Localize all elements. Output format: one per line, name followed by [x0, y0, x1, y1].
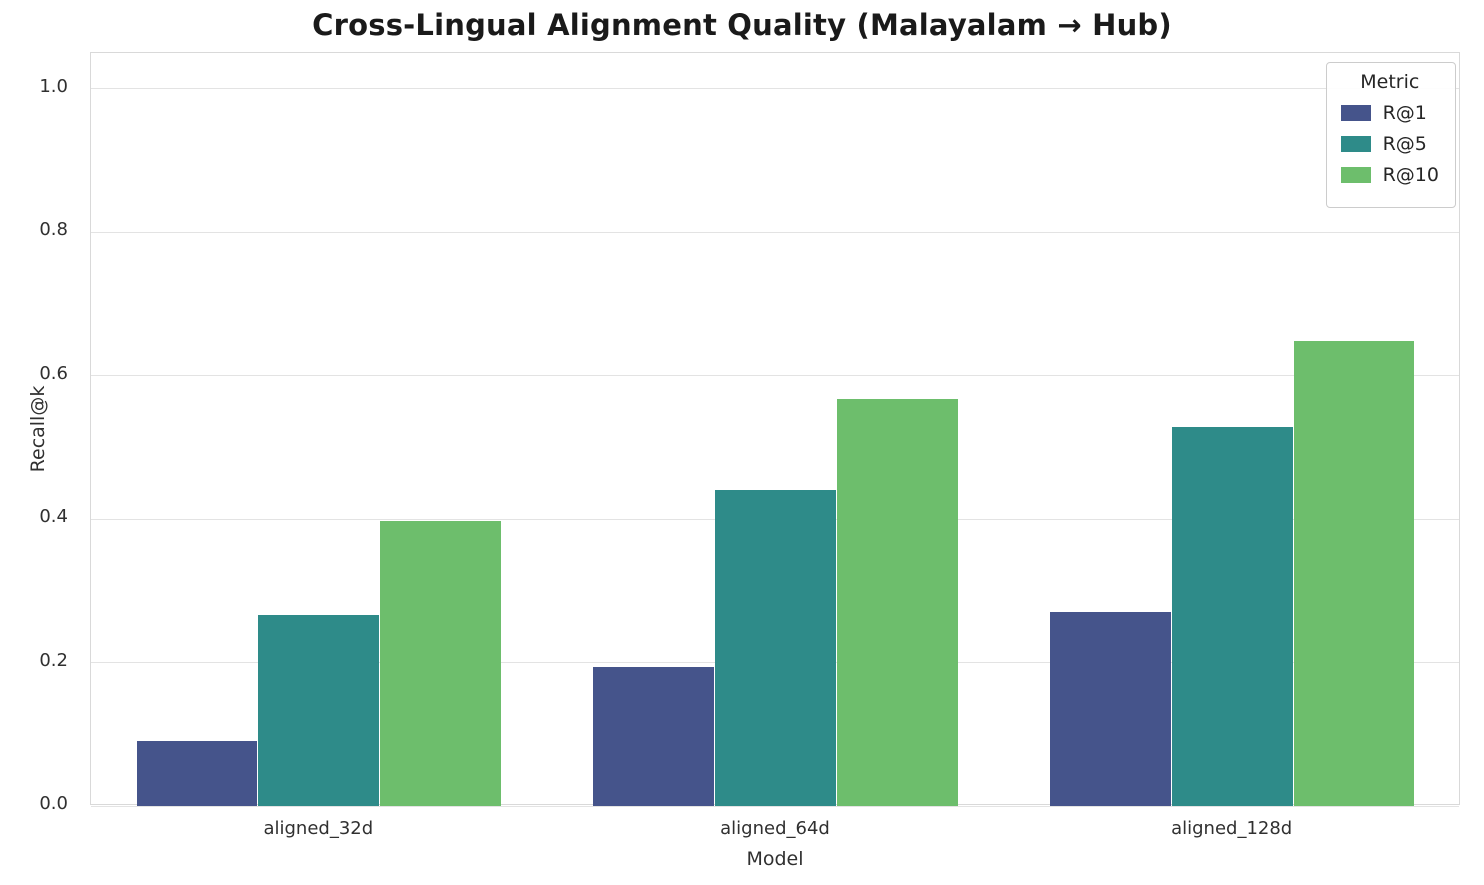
bar-aligned_32d-R@5: [258, 614, 380, 806]
legend-swatch: [1340, 136, 1371, 152]
bar-aligned_32d-R@10: [380, 520, 501, 806]
legend-label: R@5: [1382, 133, 1427, 155]
y-tick-label: 0.0: [39, 793, 68, 814]
legend-label: R@10: [1382, 164, 1439, 186]
y-tick-label: 0.8: [39, 219, 68, 241]
gridline: [91, 231, 1459, 233]
gridline: [91, 805, 1459, 807]
x-axis-label: Model: [746, 848, 804, 870]
x-tick-label: aligned_128d: [1171, 818, 1293, 839]
plot-area: [90, 52, 1460, 807]
bar-aligned_32d-R@1: [136, 740, 258, 806]
x-tick-label: aligned_32d: [263, 818, 374, 839]
legend-label: R@1: [1382, 102, 1427, 124]
bar-aligned_64d-R@1: [593, 666, 715, 806]
y-tick-label: 0.6: [39, 362, 68, 384]
y-tick-label: 0.4: [39, 506, 68, 528]
legend: Metric R@1 R@5 R@10: [1325, 62, 1456, 208]
legend-item-R@1: R@1: [1340, 102, 1439, 124]
legend-items: R@1 R@5 R@10: [1340, 102, 1439, 186]
bar-aligned_128d-R@5: [1171, 426, 1293, 806]
legend-item-R@10: R@10: [1340, 164, 1439, 186]
bar-aligned_128d-R@1: [1050, 611, 1171, 806]
y-axis-label: Recall@k: [27, 385, 49, 473]
x-tick-label: aligned_64d: [720, 818, 830, 839]
gridline: [91, 375, 1459, 377]
chart-title: Cross-Lingual Alignment Quality (Malayal…: [312, 8, 1172, 42]
bar-aligned_128d-R@10: [1293, 341, 1415, 806]
y-tick-label: 1.0: [39, 75, 68, 97]
gridline: [91, 88, 1459, 90]
legend-swatch: [1340, 105, 1371, 121]
bar-aligned_64d-R@10: [836, 399, 958, 806]
legend-item-R@5: R@5: [1340, 133, 1439, 155]
legend-swatch: [1340, 167, 1371, 183]
legend-title: Metric: [1360, 71, 1420, 93]
y-tick-label: 0.2: [39, 649, 68, 671]
bar-aligned_64d-R@5: [715, 490, 836, 806]
